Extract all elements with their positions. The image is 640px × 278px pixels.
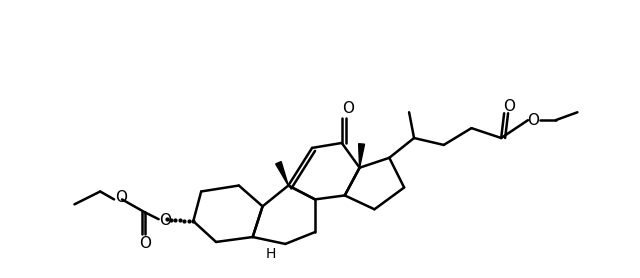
Text: O: O [527, 113, 539, 128]
Polygon shape [358, 144, 365, 168]
Text: H: H [266, 247, 276, 261]
Polygon shape [276, 162, 288, 185]
Text: O: O [115, 190, 127, 205]
Text: O: O [139, 237, 151, 251]
Text: O: O [159, 213, 172, 228]
Text: O: O [342, 101, 354, 116]
Text: O: O [503, 99, 515, 114]
